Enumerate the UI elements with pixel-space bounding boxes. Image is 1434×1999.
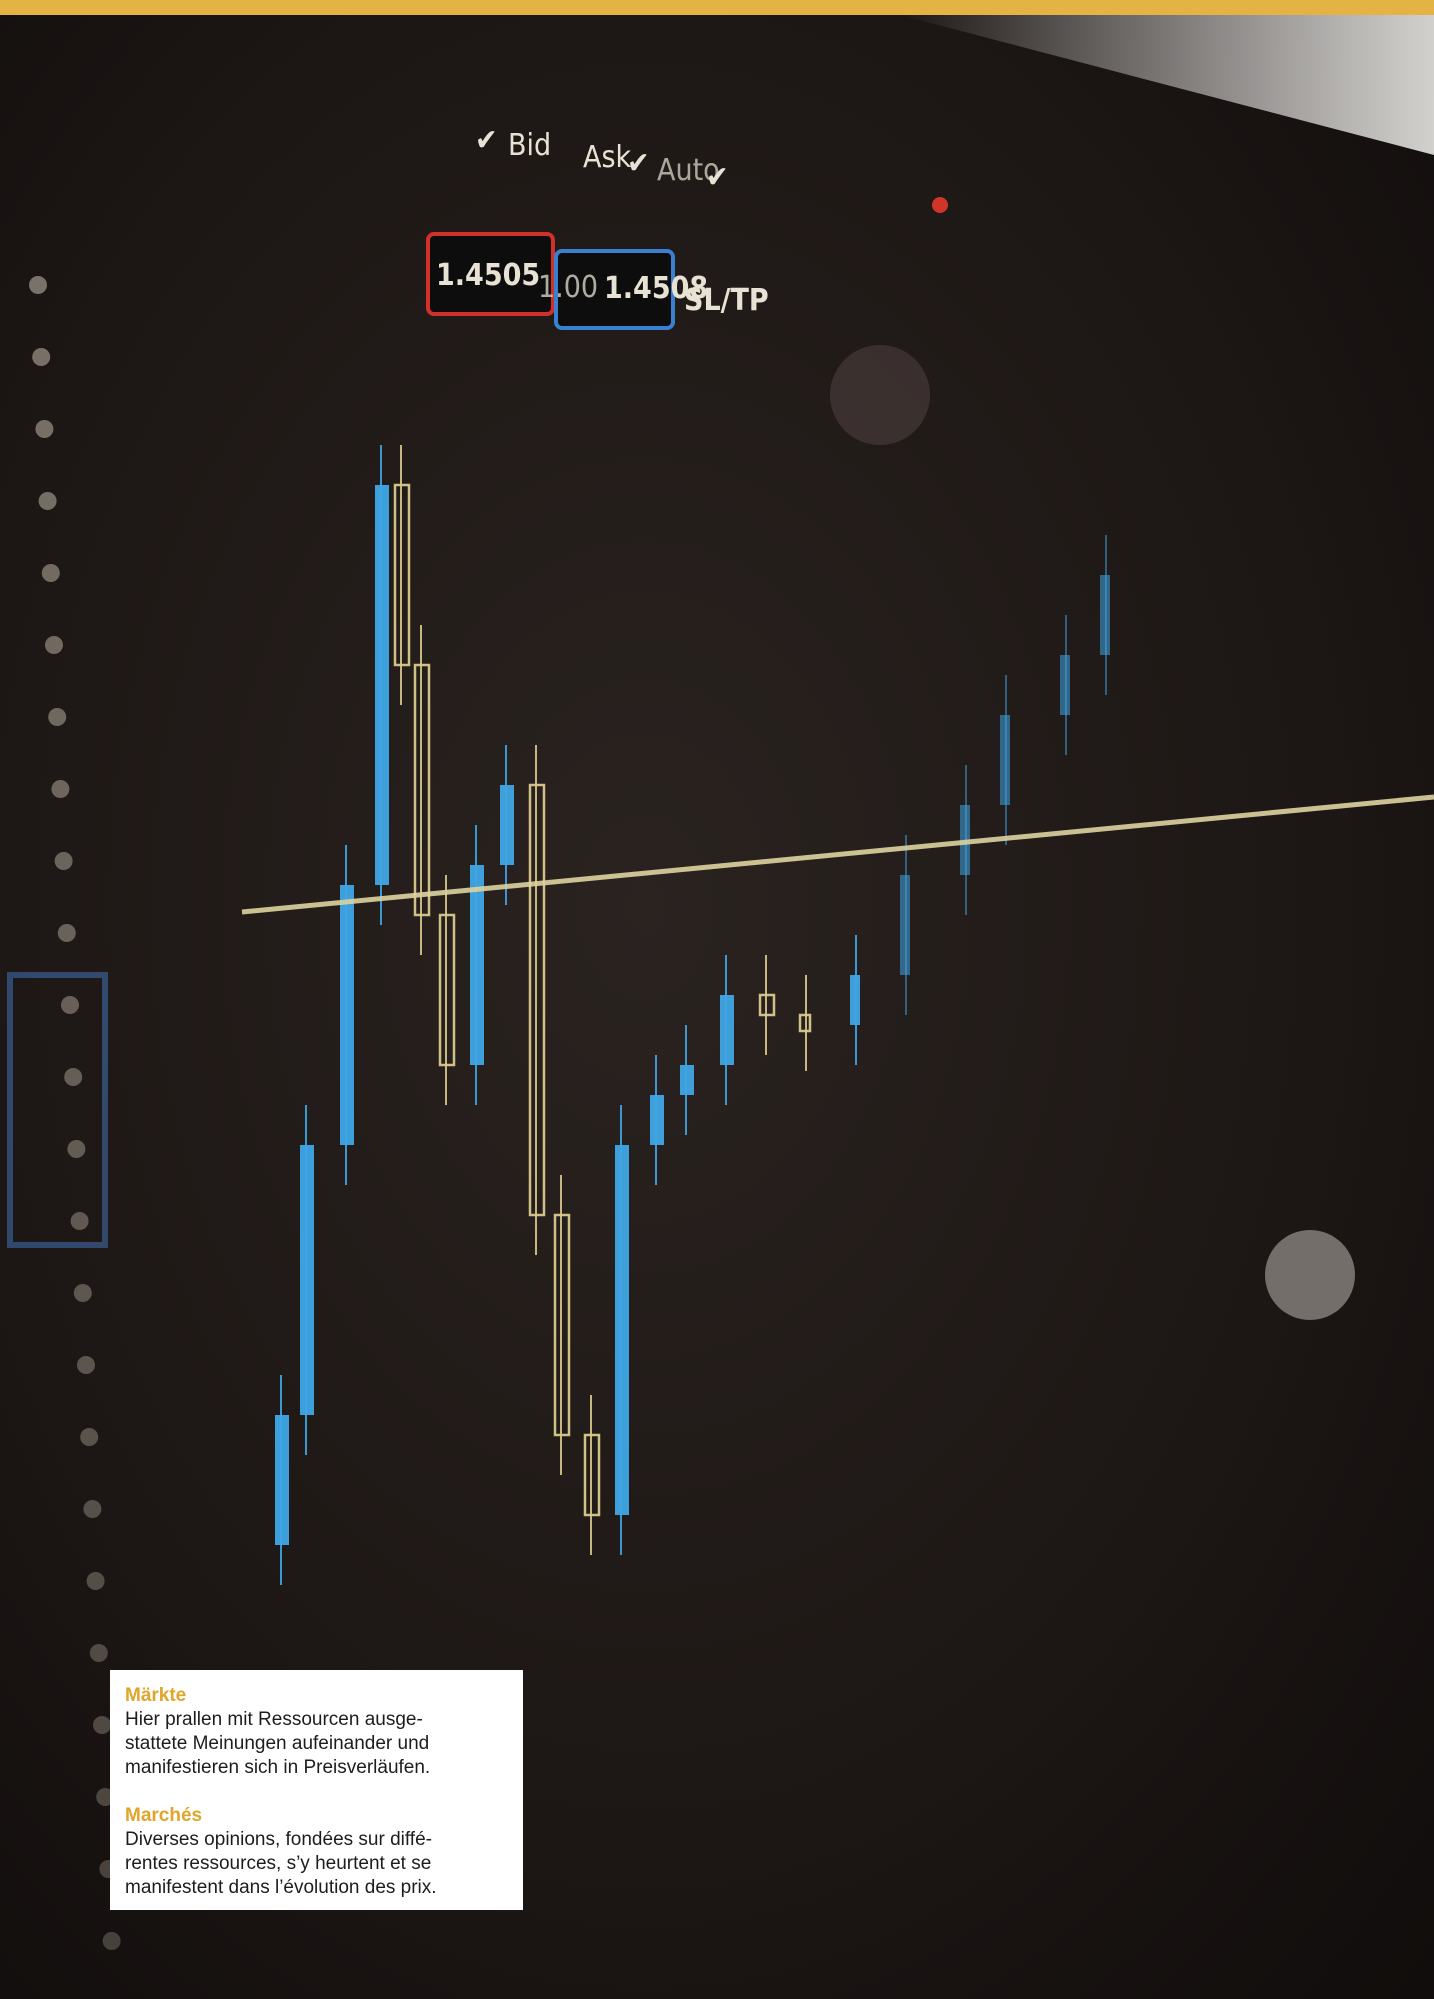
axis-dot	[71, 1212, 89, 1230]
bokeh	[1265, 1230, 1355, 1320]
axis-dot	[32, 348, 50, 366]
candle-body	[340, 885, 354, 1145]
axis-dot	[74, 1284, 92, 1302]
caption-line: stattete Meinungen aufeinander und	[125, 1732, 508, 1756]
axis-dot	[83, 1500, 101, 1518]
candle-body	[500, 785, 514, 865]
bokeh	[830, 345, 930, 445]
axis-dot	[29, 276, 47, 294]
candle-body	[850, 975, 860, 1025]
axis-dot	[35, 420, 53, 438]
candle-body	[900, 875, 910, 975]
axis-dot	[61, 996, 79, 1014]
check: ✔	[627, 146, 650, 181]
candle-body	[1060, 655, 1070, 715]
candle-body	[470, 865, 484, 1065]
indicator-dot	[932, 197, 948, 213]
candle-body	[650, 1095, 664, 1145]
caption-heading: Marchés	[125, 1804, 508, 1828]
caption-line: Diverses opinions, fondées sur diffé-	[125, 1828, 508, 1852]
axis-dot	[90, 1644, 108, 1662]
axis-dot	[51, 780, 69, 798]
candle-body	[275, 1415, 289, 1545]
caption-text: Diverses opinions, fondées sur diffé-ren…	[125, 1828, 508, 1900]
axis-dot	[45, 636, 63, 654]
caption-heading: Märkte	[125, 1684, 508, 1708]
bid-label: Bid	[508, 128, 551, 163]
candle-body	[1100, 575, 1110, 655]
candle-body	[720, 995, 734, 1065]
axis-dot	[64, 1068, 82, 1086]
axis-dot	[67, 1140, 85, 1158]
candle-body	[680, 1065, 694, 1095]
check: ✔	[475, 123, 498, 158]
page: ✔ Bid Ask ✔ Auto ✔ 1.4505 1.00 1.4508 SL…	[0, 0, 1434, 1999]
axis-dot	[103, 1932, 121, 1950]
axis-dot	[77, 1356, 95, 1374]
bid-price: 1.4505	[436, 258, 540, 293]
top-bar	[0, 0, 1434, 15]
candle-body	[1000, 715, 1010, 805]
check: ✔	[706, 160, 729, 195]
candle-body	[615, 1145, 629, 1515]
axis-dot	[87, 1572, 105, 1590]
lot-size: 1.00	[538, 270, 598, 305]
axis-dot	[42, 564, 60, 582]
candle-body	[375, 485, 389, 885]
axis-dot	[80, 1428, 98, 1446]
axis-dot	[55, 852, 73, 870]
caption-line: manifestent dans l’évolution des prix.	[125, 1876, 508, 1900]
sltp-label: SL/TP	[684, 283, 769, 318]
ask-label: Ask	[583, 140, 632, 175]
axis-dot	[58, 924, 76, 942]
caption-line: Hier prallen mit Ressourcen ausge-	[125, 1708, 508, 1732]
caption-line: rentes ressources, s’y heurtent et se	[125, 1852, 508, 1876]
axis-dot	[39, 492, 57, 510]
caption-text: Hier prallen mit Ressourcen ausge-statte…	[125, 1708, 508, 1780]
caption-line: manifestieren sich in Preisverläufen.	[125, 1756, 508, 1780]
axis-dot	[93, 1716, 111, 1734]
candle-body	[300, 1145, 314, 1415]
axis-dot	[48, 708, 66, 726]
